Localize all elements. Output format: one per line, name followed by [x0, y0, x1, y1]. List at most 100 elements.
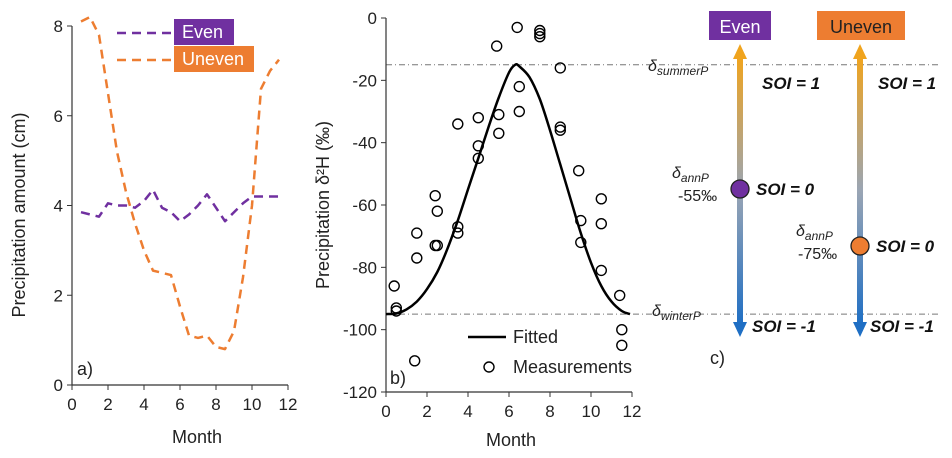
even-delta-value: -55‰	[678, 188, 717, 205]
measurement-point	[554, 121, 566, 133]
panel-a-axes	[67, 25, 289, 390]
even-delta-label: δannP	[672, 165, 709, 185]
panel-b-axes	[381, 17, 633, 397]
panel-c-uneven-column: Uneven SOI = 1 SOI = 0 δannP -75‰ SOI = …	[796, 11, 936, 337]
panel-a-x-tick-label: 2	[103, 395, 112, 414]
measurement-point	[513, 105, 525, 118]
measurement-point	[493, 127, 505, 140]
panel-a-tick-labels: 0 2 4 6 8 10 12 0 2 4 6 8	[54, 17, 298, 414]
panel-b-x-tick-label: 6	[504, 402, 513, 421]
measurement-point	[452, 221, 464, 233]
panel-a-x-tick-label: 12	[279, 395, 298, 414]
panel-a-xlabel: Month	[172, 427, 222, 447]
measurement-point	[472, 152, 484, 165]
measurement-point	[452, 227, 464, 239]
panel-a-series	[80, 15, 280, 351]
uneven-header-label: Uneven	[830, 17, 892, 37]
uneven-marker	[850, 236, 870, 256]
measurement-point	[390, 302, 402, 314]
uneven-delta-value: -75‰	[798, 246, 837, 263]
measurement-point	[616, 324, 628, 336]
panel-a-x-tick-label: 6	[175, 395, 184, 414]
panel-b-legend: Fitted Measurements	[468, 327, 632, 377]
panel-a-x-tick-label: 4	[139, 395, 148, 414]
panel-b-x-tick-label: 10	[582, 402, 601, 421]
panel-b-y-tick-label: -80	[352, 258, 377, 277]
panel-b-y-tick-label: -100	[343, 321, 377, 340]
measurement-point	[411, 227, 423, 239]
panel-b-x-tick-label: 4	[463, 402, 472, 421]
measurement-point	[493, 108, 505, 121]
even-arrow-down-icon	[733, 322, 747, 337]
measurement-point	[575, 214, 587, 227]
panel-b-y-tick-label: -60	[352, 196, 377, 215]
panel-a-label: a)	[77, 359, 93, 379]
panel-b-y-tick-label: -40	[352, 134, 377, 153]
even-arrow-up-icon	[733, 44, 747, 59]
measurement-point	[616, 339, 628, 351]
uneven-arrow-up-icon	[853, 44, 867, 59]
measurement-point	[554, 124, 566, 136]
legend-box-even	[174, 19, 234, 45]
panel-c-diagram: Even SOI = 1 SOI = 0 δannP -55‰ SOI = -1…	[672, 11, 936, 368]
legend-label-measurements: Measurements	[513, 357, 632, 377]
measurement-point	[390, 305, 402, 317]
panel-b-x-tick-label: 0	[381, 402, 390, 421]
uneven-soi-marker: SOI = 0	[876, 237, 935, 256]
panel-b-x-tick-label: 12	[623, 402, 642, 421]
delta-summerp-label: δsummerP	[648, 58, 708, 78]
uneven-header-box	[817, 11, 905, 40]
panel-a-y-tick-label: 2	[54, 286, 63, 305]
measurement-point	[511, 21, 523, 34]
measurement-point	[573, 164, 585, 177]
panel-a-x-tick-label: 0	[67, 395, 76, 414]
legend-swatch-measurements	[483, 361, 495, 373]
uneven-delta-label: δannP	[796, 223, 833, 243]
even-marker	[730, 179, 750, 199]
panel-b-series	[385, 21, 631, 367]
measurement-point	[431, 239, 443, 252]
measurement-point	[513, 80, 525, 93]
measurement-point	[452, 118, 464, 130]
panel-a-x-tick-label: 8	[211, 395, 220, 414]
even-header-box	[709, 11, 771, 40]
measurement-point	[534, 27, 546, 40]
series-line-even	[80, 188, 279, 223]
series-line-fitted	[385, 62, 631, 316]
measurement-point	[472, 111, 484, 124]
measurement-point	[614, 289, 626, 302]
delta-winterp-label: δwinterP	[652, 303, 701, 323]
uneven-soi-top: SOI = 1	[878, 74, 936, 93]
measurement-point	[595, 193, 607, 205]
measurement-point	[409, 355, 421, 367]
even-soi-marker: SOI = 0	[756, 180, 815, 199]
measurement-point	[534, 31, 546, 43]
panel-a-chart: 0 2 4 6 8 10 12 0 2 4 6 8 Precipitation amount (cm)…	[9, 15, 298, 447]
legend-label-even: Even	[182, 22, 223, 42]
even-soi-top: SOI = 1	[762, 74, 820, 93]
measurement-point	[595, 217, 607, 230]
uneven-soi-bottom: SOI = -1	[870, 317, 934, 336]
panel-a-ylabel: Precipitation amount (cm)	[9, 112, 29, 317]
measurement-point	[411, 252, 423, 264]
panel-a-x-tick-label: 10	[243, 395, 262, 414]
uneven-arrow-shaft	[857, 57, 863, 325]
legend-label-uneven: Uneven	[182, 49, 244, 69]
even-header-label: Even	[719, 17, 760, 37]
panel-a-y-tick-label: 8	[54, 17, 63, 36]
panel-c-label: c)	[710, 348, 725, 368]
panel-c-even-column: Even SOI = 1 SOI = 0 δannP -55‰ SOI = -1	[672, 11, 820, 337]
panel-b-y-tick-label: 0	[368, 9, 377, 28]
panel-b-chart: 0 2 4 6 8 10 12 0 -20 -40 -60 -80 -100 -120 Precipita…	[313, 9, 940, 450]
even-soi-bottom: SOI = -1	[752, 317, 816, 336]
panel-b-x-tick-label: 8	[545, 402, 554, 421]
measurement-point	[431, 205, 443, 217]
panel-b-xlabel: Month	[486, 430, 536, 450]
series-line-uneven	[80, 15, 280, 351]
panel-a-y-tick-label: 4	[54, 197, 63, 216]
measurement-point	[491, 40, 503, 52]
measurement-point	[429, 189, 441, 202]
measurement-point	[534, 24, 546, 37]
measurement-point	[595, 264, 607, 277]
